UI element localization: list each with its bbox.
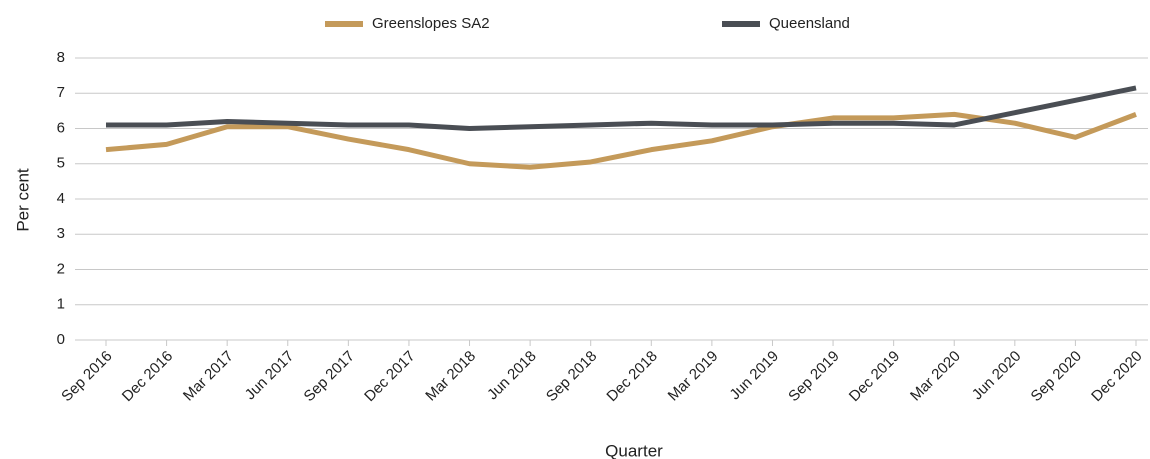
x-tick-label: Dec 2017	[361, 348, 418, 405]
line-series	[106, 85, 1137, 131]
x-axis-title: Quarter	[605, 441, 663, 459]
legend-label: Queensland	[769, 15, 850, 32]
x-tick-label: Jun 2019	[726, 348, 782, 404]
y-tick-label: 5	[57, 155, 65, 172]
y-axis-title: Per cent	[13, 168, 32, 232]
x-tick-label: Mar 2019	[665, 348, 722, 405]
x-tick-label: Sep 2020	[1028, 348, 1085, 405]
x-tick-label: Mar 2018	[422, 348, 479, 405]
x-tick-label: Jun 2020	[969, 348, 1025, 404]
line-series	[105, 111, 1137, 170]
x-tick-label: Mar 2020	[907, 348, 964, 405]
x-tick-label: Sep 2019	[785, 348, 842, 405]
x-tick-label: Dec 2020	[1088, 348, 1145, 405]
x-tick-label: Sep 2018	[543, 348, 600, 405]
y-tick-label: 1	[57, 296, 65, 313]
y-tick-label: 4	[57, 190, 65, 207]
x-tick-label: Jun 2018	[484, 348, 540, 404]
y-tick-label: 8	[57, 49, 65, 66]
y-tick-label: 7	[57, 84, 65, 101]
y-tick-label: 3	[57, 225, 65, 242]
x-tick-label: Mar 2017	[180, 348, 237, 405]
x-tick-label: Sep 2016	[58, 348, 115, 405]
y-tick-label: 2	[57, 260, 65, 277]
x-tick-label: Dec 2018	[603, 348, 660, 405]
legend-label: Greenslopes SA2	[372, 15, 490, 32]
y-tick-label: 0	[57, 331, 65, 348]
x-tick-label: Dec 2019	[846, 348, 903, 405]
x-tick-label: Jun 2017	[242, 348, 298, 404]
y-tick-label: 6	[57, 119, 65, 136]
x-tick-label: Dec 2016	[119, 348, 176, 405]
x-tick-label: Sep 2017	[301, 348, 358, 405]
